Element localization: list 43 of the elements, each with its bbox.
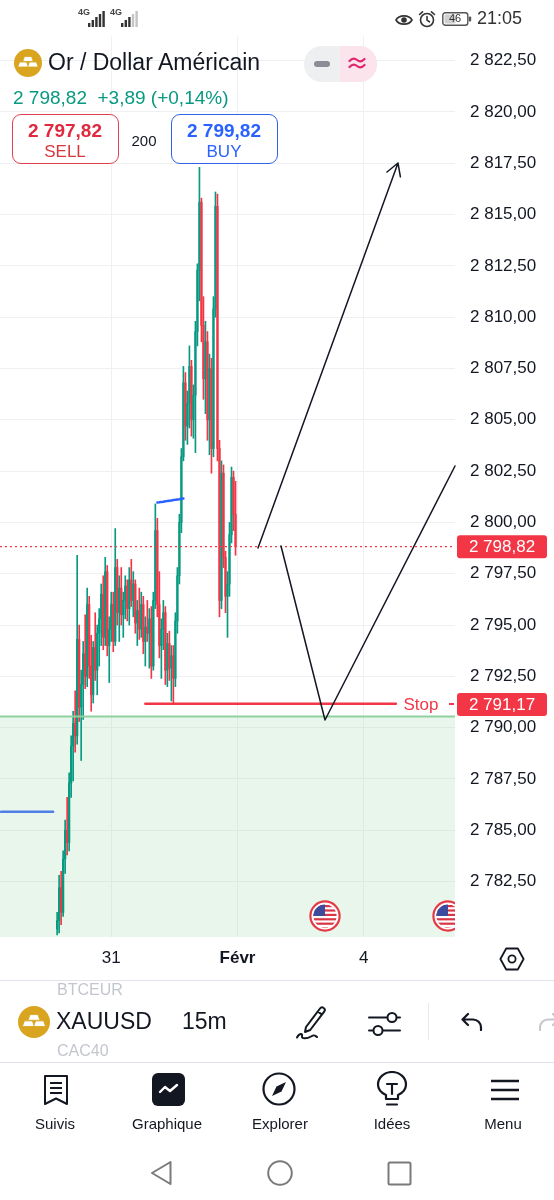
text: Idées xyxy=(373,1115,411,1132)
text: 4G xyxy=(78,7,91,17)
annotation: SELL xyxy=(44,142,86,161)
text: 46 xyxy=(448,12,462,24)
text: 4G xyxy=(110,7,123,17)
text: Suivis xyxy=(34,1115,76,1132)
text: 2 798,82 +3,89 (+0,14%) xyxy=(13,87,229,108)
ref-line-label: 2 798,82 xyxy=(468,537,536,557)
y-tick-label: 2 797,50 xyxy=(470,563,537,583)
y-tick-label: 2 815,00 xyxy=(470,204,537,224)
y-tick-label: 2 790,00 xyxy=(470,717,537,737)
text: Explorer xyxy=(252,1115,308,1132)
y-tick-label: 2 820,00 xyxy=(470,101,537,121)
x-tick-label: 31 xyxy=(101,947,121,967)
text: BTCEUR xyxy=(57,981,123,998)
y-tick-label: 2 807,50 xyxy=(470,358,537,378)
y-tick-label: 2 787,50 xyxy=(470,768,537,788)
text: 15m xyxy=(182,1008,227,1034)
text: 2 791,17 xyxy=(457,693,547,716)
text: Menu xyxy=(484,1115,522,1132)
annotation: 2 799,82 xyxy=(187,120,261,141)
y-tick-label: 2 822,50 xyxy=(470,50,537,70)
y-tick-label: 2 785,00 xyxy=(470,819,537,839)
y-tick-label: 2 805,00 xyxy=(470,409,537,429)
y-tick-label: 2 795,00 xyxy=(470,614,537,634)
x-tick-label: 4 xyxy=(359,947,369,967)
text: CAC40 xyxy=(57,1042,109,1059)
annotation: Stop xyxy=(403,695,439,714)
annotation: 200 xyxy=(131,132,157,149)
text: 21:05 xyxy=(477,8,523,28)
y-tick-label: 2 800,00 xyxy=(470,512,537,532)
y-tick-label: 2 782,50 xyxy=(470,871,537,891)
annotation: 2 797,82 xyxy=(28,120,102,141)
annotation: BUY xyxy=(206,142,242,161)
y-tick-label: 2 792,50 xyxy=(470,666,537,686)
text: XAUUSD xyxy=(56,1008,152,1034)
y-tick-label: 2 812,50 xyxy=(470,255,537,275)
text: Graphique xyxy=(131,1115,203,1132)
y-tick-label: 2 810,00 xyxy=(470,306,537,326)
y-tick-label: 2 802,50 xyxy=(470,460,537,480)
text: Or / Dollar Américain xyxy=(48,49,261,75)
x-tick-label: Févr xyxy=(219,947,256,967)
y-tick-label: 2 817,50 xyxy=(470,152,537,172)
